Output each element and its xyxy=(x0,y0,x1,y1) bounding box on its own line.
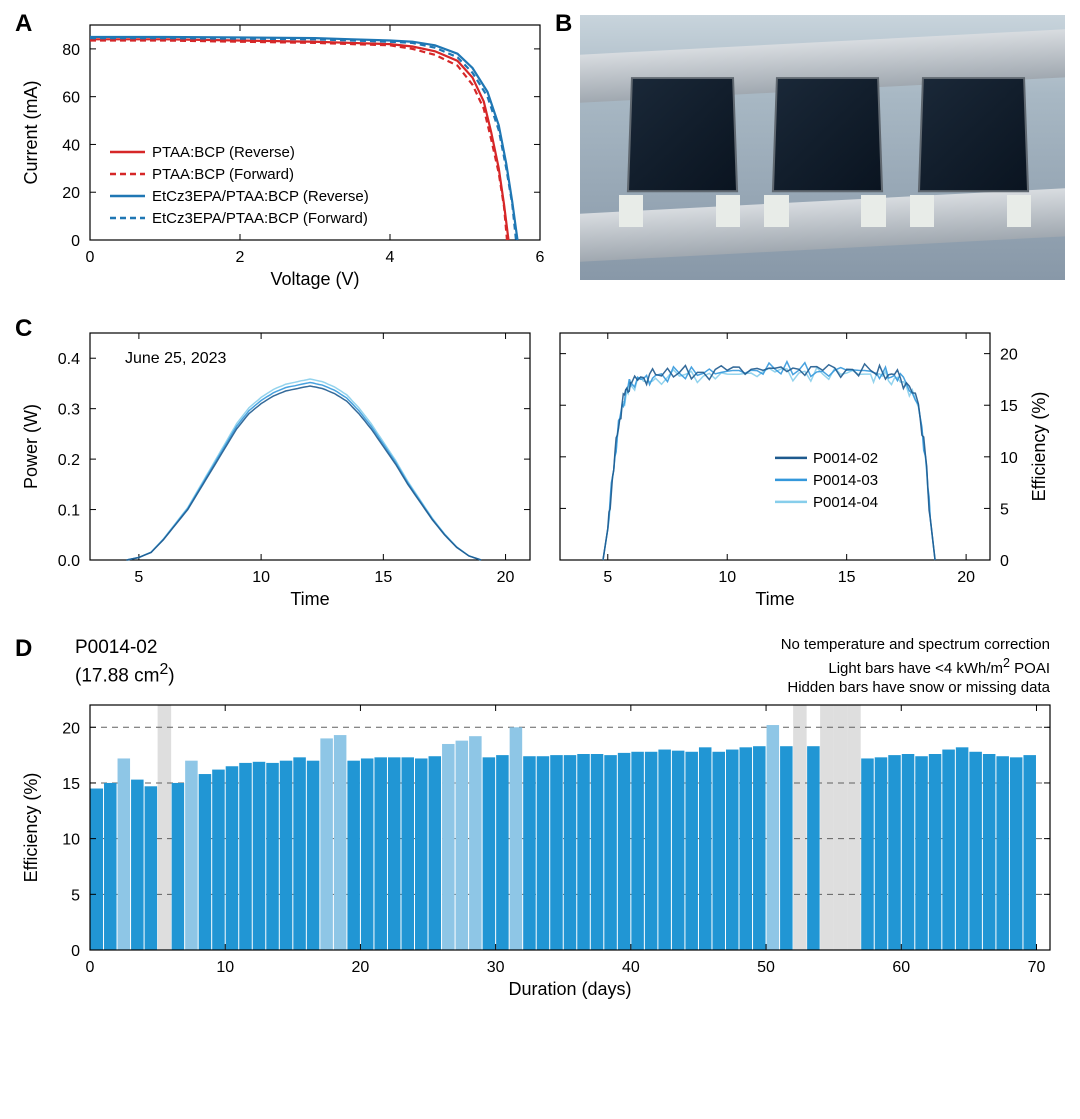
svg-text:60: 60 xyxy=(62,90,80,107)
svg-text:Time: Time xyxy=(290,589,329,609)
svg-text:5: 5 xyxy=(134,569,143,586)
svg-text:20: 20 xyxy=(497,569,515,586)
svg-text:PTAA:BCP (Reverse): PTAA:BCP (Reverse) xyxy=(152,144,295,161)
svg-text:0.3: 0.3 xyxy=(58,402,80,419)
panel-b: B xyxy=(555,15,1065,295)
svg-text:P0014-03: P0014-03 xyxy=(813,472,878,489)
svg-text:Duration (days): Duration (days) xyxy=(508,979,631,999)
svg-text:5: 5 xyxy=(71,887,80,904)
svg-text:0.2: 0.2 xyxy=(58,452,80,469)
row-d: D P0014-02 (17.88 cm2) No temperature an… xyxy=(15,635,1065,1005)
svg-text:0: 0 xyxy=(1000,553,1009,570)
svg-text:15: 15 xyxy=(62,776,80,793)
svg-text:P0014-02: P0014-02 xyxy=(813,450,878,467)
svg-text:Efficiency (%): Efficiency (%) xyxy=(1029,392,1049,502)
svg-text:0: 0 xyxy=(71,943,80,960)
svg-text:0.1: 0.1 xyxy=(58,503,80,520)
svg-text:June 25, 2023: June 25, 2023 xyxy=(125,350,227,367)
panel-b-photo xyxy=(580,15,1065,280)
svg-text:10: 10 xyxy=(718,569,736,586)
svg-text:20: 20 xyxy=(957,569,975,586)
svg-text:15: 15 xyxy=(1000,398,1018,415)
svg-text:10: 10 xyxy=(216,959,234,976)
panel-c-chart: 5 10 15 20 0.0 0.1 0.2 0.3 0.4 Time Power (W) June … xyxy=(15,315,1065,615)
svg-text:10: 10 xyxy=(252,569,270,586)
svg-text:6: 6 xyxy=(536,249,545,266)
svg-text:15: 15 xyxy=(374,569,392,586)
panel-c-label: C xyxy=(15,315,32,343)
figure-container: A 0246020406080Voltage (V)Current (mA)PT… xyxy=(15,15,1065,1005)
panel-c: C 5 10 15 20 0.0 0.1 0.2 0.3 0.4 Time Power (W) Jun… xyxy=(15,315,1065,615)
svg-text:EtCz3EPA/PTAA:BCP (Forward): EtCz3EPA/PTAA:BCP (Forward) xyxy=(152,210,368,227)
panel-d-notes: No temperature and spectrum correction L… xyxy=(781,635,1050,698)
svg-text:15: 15 xyxy=(838,569,856,586)
note-2: Light bars have <4 kWh/m2 POAI xyxy=(781,655,1050,679)
row-c: C 5 10 15 20 0.0 0.1 0.2 0.3 0.4 Time Power (W) Jun… xyxy=(15,315,1065,615)
svg-text:20: 20 xyxy=(1000,347,1018,364)
svg-text:30: 30 xyxy=(487,959,505,976)
note-1: No temperature and spectrum correction xyxy=(781,635,1050,655)
svg-text:0: 0 xyxy=(86,249,95,266)
panel-b-label: B xyxy=(555,10,572,38)
panel-d-title2: (17.88 cm2) xyxy=(75,661,175,687)
svg-text:60: 60 xyxy=(892,959,910,976)
svg-text:Voltage (V): Voltage (V) xyxy=(270,269,359,289)
svg-text:0.4: 0.4 xyxy=(58,351,80,368)
svg-text:40: 40 xyxy=(622,959,640,976)
svg-text:4: 4 xyxy=(386,249,395,266)
panel-d-label: D xyxy=(15,635,32,663)
svg-text:20: 20 xyxy=(62,720,80,737)
svg-text:Current (mA): Current (mA) xyxy=(21,80,41,184)
note-3: Hidden bars have snow or missing data xyxy=(781,678,1050,698)
svg-text:80: 80 xyxy=(62,42,80,59)
svg-text:Efficiency (%): Efficiency (%) xyxy=(21,773,41,883)
svg-text:P0014-04: P0014-04 xyxy=(813,494,878,511)
svg-text:10: 10 xyxy=(1000,450,1018,467)
svg-text:70: 70 xyxy=(1028,959,1046,976)
svg-text:5: 5 xyxy=(1000,501,1009,518)
panel-a-chart: 0246020406080Voltage (V)Current (mA)PTAA… xyxy=(15,15,555,295)
svg-text:0.0: 0.0 xyxy=(58,553,80,570)
svg-text:0: 0 xyxy=(71,233,80,250)
svg-text:0: 0 xyxy=(86,959,95,976)
svg-text:20: 20 xyxy=(62,185,80,202)
svg-text:20: 20 xyxy=(352,959,370,976)
panel-d: D P0014-02 (17.88 cm2) No temperature an… xyxy=(15,635,1065,1005)
row-ab: A 0246020406080Voltage (V)Current (mA)PT… xyxy=(15,15,1065,295)
svg-text:2: 2 xyxy=(236,249,245,266)
panel-d-title1: P0014-02 xyxy=(75,637,157,659)
svg-text:Power (W): Power (W) xyxy=(21,404,41,489)
svg-text:PTAA:BCP (Forward): PTAA:BCP (Forward) xyxy=(152,166,294,183)
svg-text:40: 40 xyxy=(62,137,80,154)
svg-text:Time: Time xyxy=(755,589,794,609)
panel-a-label: A xyxy=(15,10,32,38)
svg-text:5: 5 xyxy=(603,569,612,586)
svg-text:EtCz3EPA/PTAA:BCP (Reverse): EtCz3EPA/PTAA:BCP (Reverse) xyxy=(152,188,369,205)
svg-text:10: 10 xyxy=(62,832,80,849)
svg-text:50: 50 xyxy=(757,959,775,976)
panel-a: A 0246020406080Voltage (V)Current (mA)PT… xyxy=(15,15,555,295)
